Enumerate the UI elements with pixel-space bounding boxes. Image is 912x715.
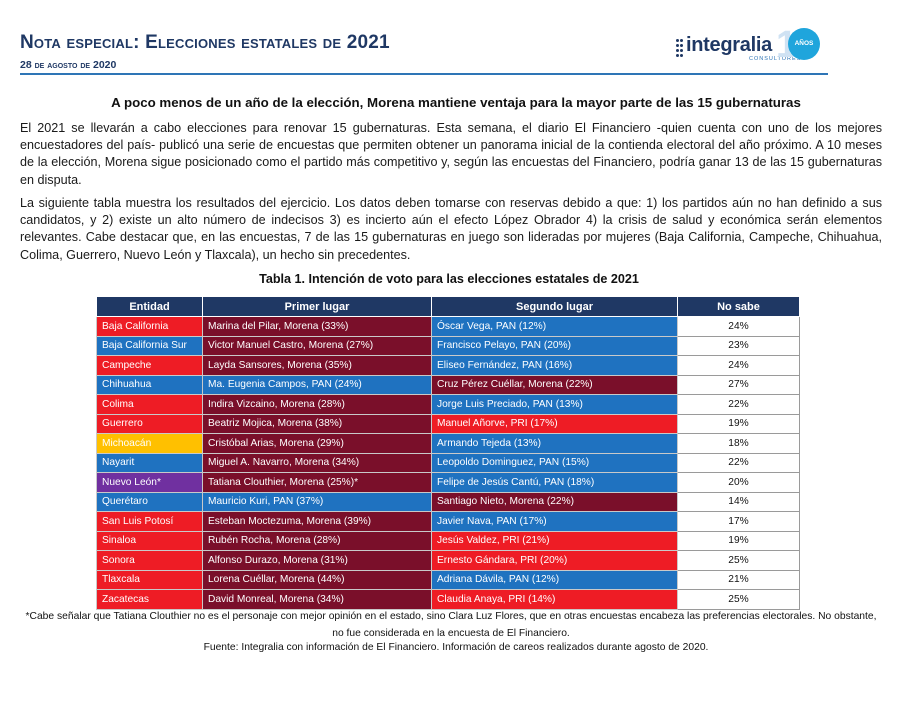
no-sabe-cell: 14%	[677, 491, 800, 512]
table-row: Querétaro Mauricio Kuri, PAN (37%) Santiag…	[96, 491, 800, 512]
table-row: Zacatecas David Monreal, Morena (34%) Clau…	[96, 589, 800, 610]
entidad-cell: Baja California	[96, 316, 203, 337]
no-sabe-cell: 25%	[677, 550, 800, 571]
no-sabe-cell: 24%	[677, 316, 800, 337]
table-row: Baja California Sur Victor Manuel Castro,…	[96, 335, 800, 356]
table-header-row: Entidad Primer lugar Segundo lugar No sa…	[96, 296, 800, 317]
segundo-lugar-cell: Leopoldo Dominguez, PAN (15%)	[431, 452, 678, 473]
article-subtitle: A poco menos de un año de la elección, M…	[111, 95, 801, 110]
segundo-lugar-cell: Ernesto Gándara, PRI (20%)	[431, 550, 678, 571]
primer-lugar-cell: Ma. Eugenia Campos, PAN (24%)	[202, 374, 432, 395]
table-footnote: *Cabe señalar que Tatiana Clouthier no e…	[25, 611, 877, 639]
publication-date: 28 de agosto de 2020	[20, 59, 117, 71]
entidad-cell: Nuevo León*	[96, 472, 203, 493]
segundo-lugar-cell: Adriana Dávila, PAN (12%)	[431, 569, 678, 590]
table-row: Colima Indira Vizcaino, Morena (28%) Jorge…	[96, 394, 800, 415]
entidad-cell: Guerrero	[96, 413, 203, 434]
source-note: Fuente: Integralia con información de El…	[203, 642, 709, 653]
table-row: Baja California Marina del Pilar, Morena …	[96, 316, 800, 337]
header-primer-lugar: Primer lugar	[202, 296, 432, 317]
no-sabe-cell: 25%	[677, 589, 800, 610]
table-row: Guerrero Beatriz Mojica, Morena (38%) Manu…	[96, 413, 800, 434]
segundo-lugar-cell: Felipe de Jesús Cantú, PAN (18%)	[431, 472, 678, 493]
segundo-lugar-cell: Armando Tejeda (13%)	[431, 433, 678, 454]
anniversary-label: AÑOS	[788, 28, 820, 60]
logo-wordmark: integralia	[686, 34, 772, 56]
segundo-lugar-cell: Manuel Añorve, PRI (17%)	[431, 413, 678, 434]
primer-lugar-cell: Cristóbal Arias, Morena (29%)	[202, 433, 432, 454]
primer-lugar-cell: Tatiana Clouthier, Morena (25%)*	[202, 472, 432, 493]
entidad-cell: Sinaloa	[96, 530, 203, 551]
integralia-logo: integralia CONSULTORES 1 AÑOS	[676, 24, 826, 68]
entidad-cell: Baja California Sur	[96, 335, 203, 356]
vote-intention-table: Entidad Primer lugar Segundo lugar No sa…	[96, 296, 800, 610]
primer-lugar-cell: David Monreal, Morena (34%)	[202, 589, 432, 610]
page-title: Nota especial: Elecciones estatales de 2…	[20, 32, 390, 54]
no-sabe-cell: 27%	[677, 374, 800, 395]
no-sabe-cell: 22%	[677, 394, 800, 415]
segundo-lugar-cell: Javier Nava, PAN (17%)	[431, 511, 678, 532]
table-row: Tlaxcala Lorena Cuéllar, Morena (44%) Adri…	[96, 569, 800, 590]
primer-lugar-cell: Beatriz Mojica, Morena (38%)	[202, 413, 432, 434]
table-row: Campeche Layda Sansores, Morena (35%) Elis…	[96, 355, 800, 376]
primer-lugar-cell: Marina del Pilar, Morena (33%)	[202, 316, 432, 337]
primer-lugar-cell: Rubén Rocha, Morena (28%)	[202, 530, 432, 551]
segundo-lugar-cell: Óscar Vega, PAN (12%)	[431, 316, 678, 337]
paragraph-intro: El 2021 se llevarán a cabo elecciones pa…	[20, 121, 882, 187]
no-sabe-cell: 17%	[677, 511, 800, 532]
primer-lugar-cell: Layda Sansores, Morena (35%)	[202, 355, 432, 376]
no-sabe-cell: 19%	[677, 530, 800, 551]
table-row: San Luis Potosí Esteban Moctezuma, Morena…	[96, 511, 800, 532]
entidad-cell: Colima	[96, 394, 203, 415]
entidad-cell: Nayarit	[96, 452, 203, 473]
primer-lugar-cell: Indira Vizcaino, Morena (28%)	[202, 394, 432, 415]
no-sabe-cell: 22%	[677, 452, 800, 473]
no-sabe-cell: 18%	[677, 433, 800, 454]
primer-lugar-cell: Mauricio Kuri, PAN (37%)	[202, 491, 432, 512]
entidad-cell: Tlaxcala	[96, 569, 203, 590]
segundo-lugar-cell: Cruz Pérez Cuéllar, Morena (22%)	[431, 374, 678, 395]
primer-lugar-cell: Victor Manuel Castro, Morena (27%)	[202, 335, 432, 356]
header-segundo-lugar: Segundo lugar	[431, 296, 678, 317]
logo-tagline: CONSULTORES	[749, 56, 802, 62]
table-row: Nayarit Miguel A. Navarro, Morena (34%) Le…	[96, 452, 800, 473]
no-sabe-cell: 23%	[677, 335, 800, 356]
anniversary-badge: 1 AÑOS	[774, 24, 822, 68]
segundo-lugar-cell: Santiago Nieto, Morena (22%)	[431, 491, 678, 512]
no-sabe-cell: 20%	[677, 472, 800, 493]
paragraph-table-intro: La siguiente tabla muestra los resultado…	[20, 196, 882, 262]
entidad-cell: Michoacán	[96, 433, 203, 454]
entidad-cell: Campeche	[96, 355, 203, 376]
primer-lugar-cell: Alfonso Durazo, Morena (31%)	[202, 550, 432, 571]
table-row: Sinaloa Rubén Rocha, Morena (28%) Jesús Va…	[96, 530, 800, 551]
segundo-lugar-cell: Eliseo Fernández, PAN (16%)	[431, 355, 678, 376]
primer-lugar-cell: Miguel A. Navarro, Morena (34%)	[202, 452, 432, 473]
header-entidad: Entidad	[96, 296, 203, 317]
segundo-lugar-cell: Claudia Anaya, PRI (14%)	[431, 589, 678, 610]
no-sabe-cell: 19%	[677, 413, 800, 434]
primer-lugar-cell: Lorena Cuéllar, Morena (44%)	[202, 569, 432, 590]
segundo-lugar-cell: Francisco Pelayo, PAN (20%)	[431, 335, 678, 356]
table-row: Sonora Alfonso Durazo, Morena (31%) Ernest…	[96, 550, 800, 571]
entidad-cell: Chihuahua	[96, 374, 203, 395]
page-title-year: 2021	[346, 32, 390, 53]
entidad-cell: Querétaro	[96, 491, 203, 512]
entidad-cell: San Luis Potosí	[96, 511, 203, 532]
table-row: Nuevo León* Tatiana Clouthier, Morena (25…	[96, 472, 800, 493]
no-sabe-cell: 24%	[677, 355, 800, 376]
header-no-sabe: No sabe	[677, 296, 800, 317]
logo-dots-icon	[676, 35, 686, 59]
page-title-text: Nota especial: Elecciones estatales de	[20, 32, 347, 53]
segundo-lugar-cell: Jesús Valdez, PRI (21%)	[431, 530, 678, 551]
no-sabe-cell: 21%	[677, 569, 800, 590]
entidad-cell: Sonora	[96, 550, 203, 571]
table-row: Chihuahua Ma. Eugenia Campos, PAN (24%) Cr…	[96, 374, 800, 395]
table-title: Tabla 1. Intención de voto para las elec…	[259, 272, 639, 286]
header-divider	[20, 73, 828, 75]
segundo-lugar-cell: Jorge Luis Preciado, PAN (13%)	[431, 394, 678, 415]
entidad-cell: Zacatecas	[96, 589, 203, 610]
primer-lugar-cell: Esteban Moctezuma, Morena (39%)	[202, 511, 432, 532]
table-row: Michoacán Cristóbal Arias, Morena (29%) Ar…	[96, 433, 800, 454]
